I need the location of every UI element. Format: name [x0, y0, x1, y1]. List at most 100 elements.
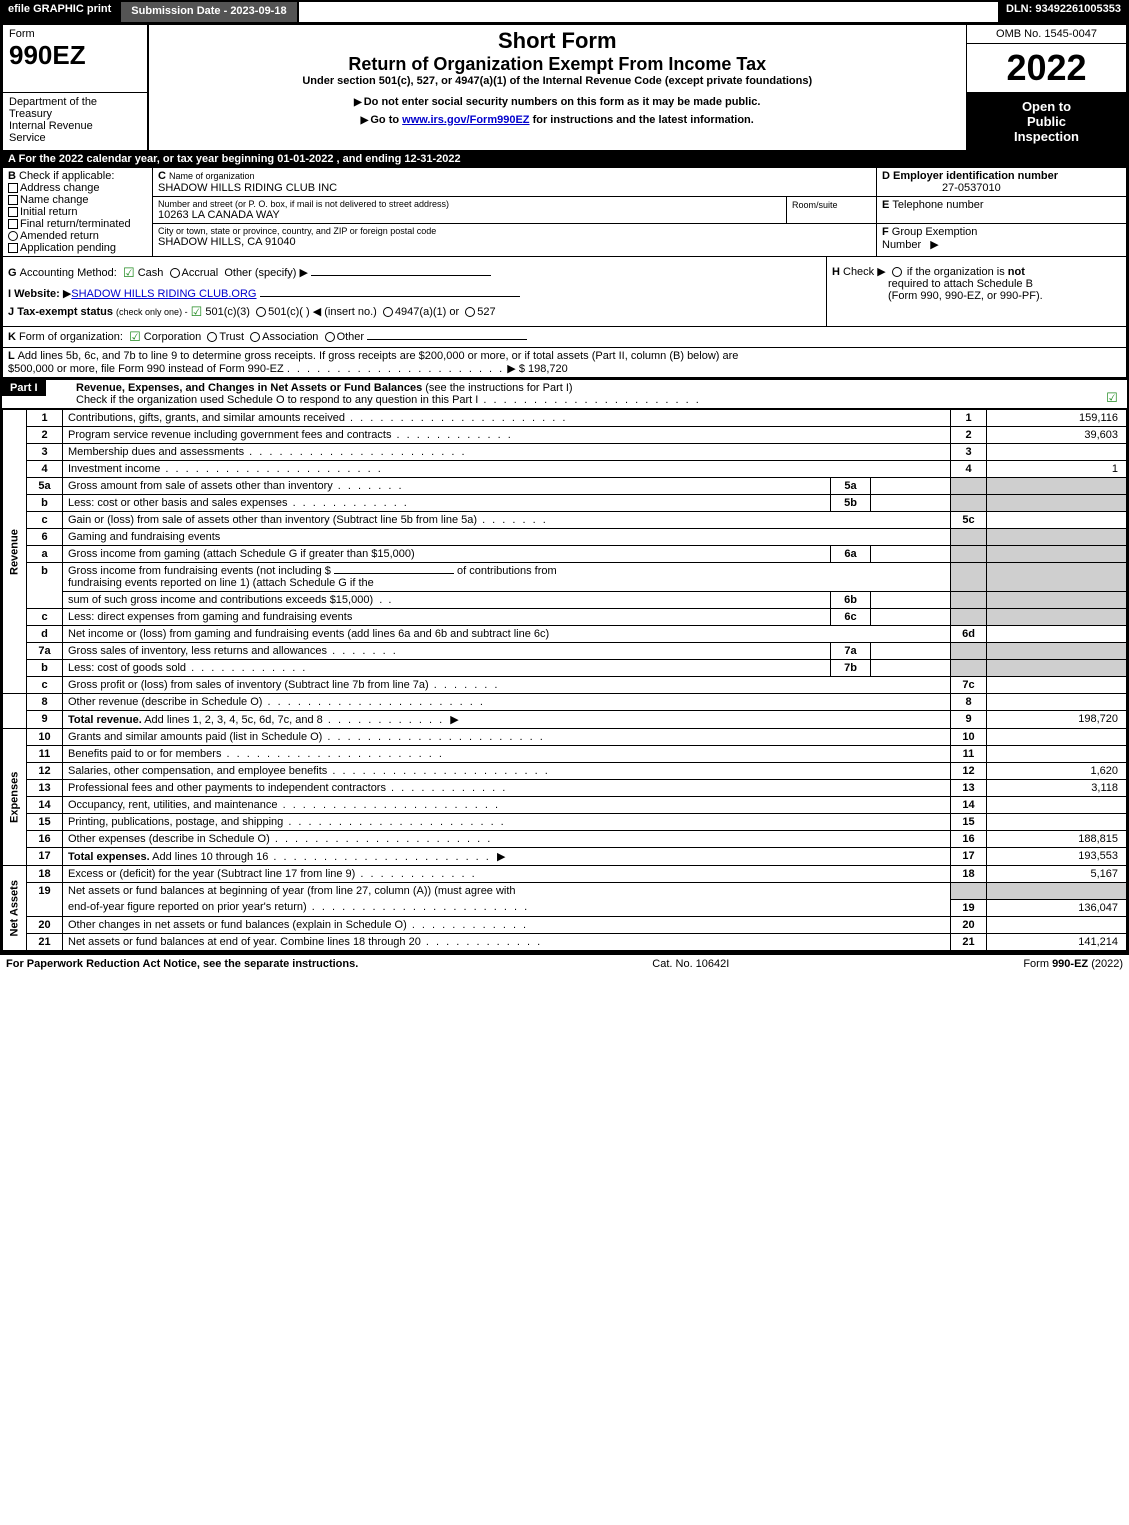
ein-label: Employer identification number — [893, 170, 1058, 182]
org-name: SHADOW HILLS RIDING CLUB INC — [158, 182, 871, 194]
open-to-public-box: Open to Public Inspection — [967, 93, 1126, 150]
line-l-text1: Add lines 5b, 6c, and 7b to line 9 to de… — [18, 350, 739, 362]
table-row: b Gross income from fundraising events (… — [3, 563, 1127, 592]
part-i-lines-table: Revenue 1 Contributions, gifts, grants, … — [2, 409, 1127, 951]
radio-trust[interactable] — [207, 332, 217, 342]
table-row: c Gross profit or (loss) from sales of i… — [3, 677, 1127, 694]
table-row: a Gross income from gaming (attach Sched… — [3, 546, 1127, 563]
other-specify-input[interactable] — [311, 275, 491, 276]
expenses-side-label: Expenses — [3, 729, 27, 866]
radio-501c[interactable] — [256, 307, 266, 317]
revenue-side-label: Revenue — [3, 410, 27, 694]
checkbox-final-return[interactable] — [8, 219, 18, 229]
dept-line-2: Treasury — [9, 108, 141, 120]
table-row: Expenses 10 Grants and similar amounts p… — [3, 729, 1127, 746]
group-exemption-label: Group Exemption — [892, 226, 978, 238]
website-link[interactable]: SHADOW HILLS RIDING CLUB.ORG — [71, 288, 256, 300]
tax-exempt-label: Tax-exempt status — [17, 306, 113, 318]
radio-schedule-b[interactable] — [892, 267, 902, 277]
line-l-text2: $500,000 or more, file Form 990 instead … — [8, 363, 284, 375]
checkbox-initial-return[interactable] — [8, 207, 18, 217]
dept-line-3: Internal Revenue — [9, 120, 141, 132]
radio-other-org[interactable] — [325, 332, 335, 342]
dln-label: DLN: 93492261005353 — [998, 0, 1129, 22]
goto-post: for instructions and the latest informat… — [530, 114, 754, 126]
gross-receipts-amount: $ 198,720 — [519, 363, 568, 375]
section-a-bar: A For the 2022 calendar year, or tax yea… — [2, 151, 1127, 167]
paperwork-notice: For Paperwork Reduction Act Notice, see … — [6, 958, 358, 970]
room-label: Room/suite — [792, 200, 838, 210]
checkbox-address-change[interactable] — [8, 183, 18, 193]
city-value: SHADOW HILLS, CA 91040 — [158, 236, 871, 248]
checkbox-application-pending[interactable] — [8, 243, 18, 253]
page-footer: For Paperwork Reduction Act Notice, see … — [0, 953, 1129, 973]
table-row: 21 Net assets or fund balances at end of… — [3, 933, 1127, 950]
checkbox-name-change[interactable] — [8, 195, 18, 205]
efile-print-label[interactable]: efile GRAPHIC print — [0, 0, 119, 22]
top-bar: efile GRAPHIC print Submission Date - 20… — [0, 0, 1129, 22]
radio-4947a1[interactable] — [383, 307, 393, 317]
submission-date: Submission Date - 2023-09-18 — [119, 0, 298, 22]
table-row: 20 Other changes in net assets or fund b… — [3, 916, 1127, 933]
arrow-icon — [354, 96, 364, 108]
phone-label: Telephone number — [892, 199, 983, 211]
dept-line-1: Department of the — [9, 96, 141, 108]
group-exemption-label2: Number — [882, 239, 921, 251]
table-row: 12 Salaries, other compensation, and emp… — [3, 763, 1127, 780]
table-row: end-of-year figure reported on prior yea… — [3, 899, 1127, 916]
header-table: Form 990EZ Short Form Return of Organiza… — [2, 24, 1127, 151]
form-footer-ref: Form 990-EZ (2022) — [1023, 958, 1123, 970]
cash-checked-icon — [123, 267, 135, 279]
table-row: 9 Total revenue. Add lines 1, 2, 3, 4, 5… — [3, 711, 1127, 729]
dept-line-4: Service — [9, 132, 141, 144]
form-word: Form — [9, 28, 141, 40]
table-row: 7a Gross sales of inventory, less return… — [3, 643, 1127, 660]
table-row: 19 Net assets or fund balances at beginn… — [3, 883, 1127, 900]
ein-value: 27-0537010 — [882, 182, 1121, 194]
table-row: Net Assets 18 Excess or (deficit) for th… — [3, 866, 1127, 883]
arrow-icon — [361, 114, 371, 126]
omb-number: OMB No. 1545-0047 — [996, 28, 1097, 40]
accounting-method-label: Accounting Method: — [20, 267, 117, 279]
ghijkl-table: G Accounting Method: Cash Accrual Other … — [2, 257, 1127, 378]
table-row: b Less: cost or other basis and sales ex… — [3, 495, 1127, 512]
radio-association[interactable] — [250, 332, 260, 342]
table-row: d Net income or (loss) from gaming and f… — [3, 626, 1127, 643]
table-row: 6 Gaming and fundraising events — [3, 529, 1127, 546]
table-row: 16 Other expenses (describe in Schedule … — [3, 831, 1127, 848]
table-row: 14 Occupancy, rent, utilities, and maint… — [3, 797, 1127, 814]
radio-accrual[interactable] — [170, 268, 180, 278]
radio-amended-return[interactable] — [8, 231, 18, 241]
501c3-checked-icon — [191, 306, 203, 318]
section-b-label: Check if applicable: — [19, 170, 114, 182]
part-i-label: Part I — [2, 380, 46, 396]
table-row: 8 Other revenue (describe in Schedule O)… — [3, 694, 1127, 711]
table-row: b Less: cost of goods sold 7b — [3, 660, 1127, 677]
table-row: sum of such gross income and contributio… — [3, 592, 1127, 609]
contrib-amount-input[interactable] — [334, 573, 454, 574]
part-i-title: Revenue, Expenses, and Changes in Net As… — [76, 382, 422, 394]
entity-info-table: B Check if applicable: Address change Na… — [2, 167, 1127, 257]
main-title: Return of Organization Exempt From Incom… — [155, 54, 961, 75]
corporation-checked-icon — [129, 331, 141, 343]
table-row: 5a Gross amount from sale of assets othe… — [3, 478, 1127, 495]
table-row: 15 Printing, publications, postage, and … — [3, 814, 1127, 831]
city-label: City or town, state or province, country… — [158, 226, 871, 236]
table-row: c Less: direct expenses from gaming and … — [3, 609, 1127, 626]
radio-527[interactable] — [465, 307, 475, 317]
table-row: 2 Program service revenue including gove… — [3, 427, 1127, 444]
net-assets-side-label: Net Assets — [3, 866, 27, 951]
website-label: Website: — [14, 288, 60, 300]
table-row: 3 Membership dues and assessments 3 — [3, 444, 1127, 461]
catalog-number: Cat. No. 10642I — [652, 958, 729, 970]
part-i-header: Part I Revenue, Expenses, and Changes in… — [2, 378, 1127, 409]
table-row: c Gain or (loss) from sale of assets oth… — [3, 512, 1127, 529]
schedule-o-checked-icon — [1106, 392, 1118, 404]
street-value: 10263 LA CANADA WAY — [158, 209, 781, 221]
part-i-title-note: (see the instructions for Part I) — [425, 382, 572, 394]
form-container: Form 990EZ Short Form Return of Organiza… — [0, 22, 1129, 953]
subtitle: Under section 501(c), 527, or 4947(a)(1)… — [155, 75, 961, 87]
form-number: 990EZ — [9, 40, 141, 71]
part-i-checknote: Check if the organization used Schedule … — [76, 394, 478, 406]
irs-link[interactable]: www.irs.gov/Form990EZ — [402, 114, 529, 126]
